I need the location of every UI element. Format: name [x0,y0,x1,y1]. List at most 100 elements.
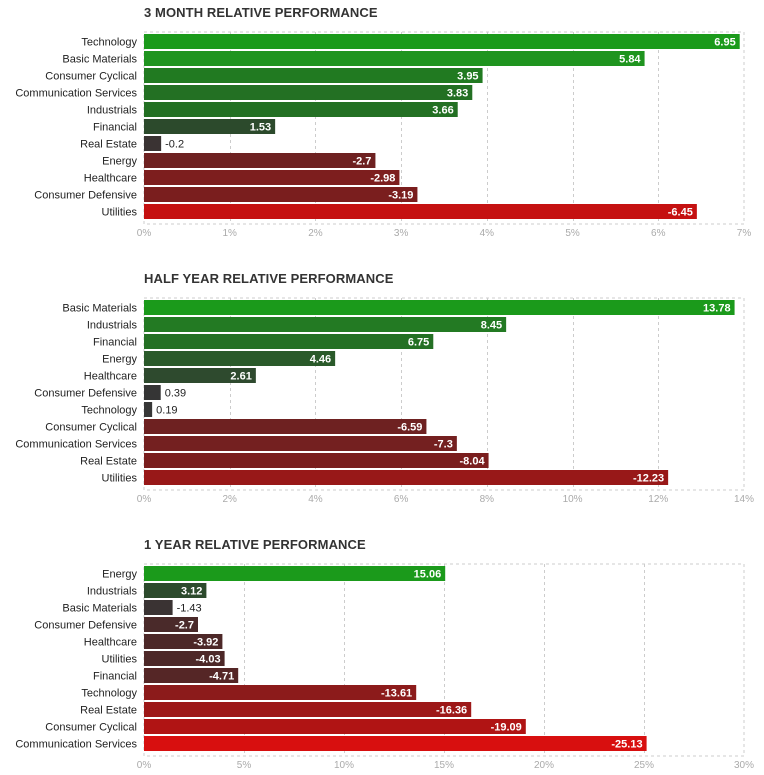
x-tick-label: 10% [334,760,354,771]
category-label: Consumer Defensive [34,620,137,632]
bar [144,402,153,417]
bar [144,68,483,83]
category-label: Healthcare [84,371,137,383]
value-label: 3.66 [432,105,453,117]
bar [144,668,239,683]
value-label: -4.71 [209,671,234,683]
x-tick-label: 0% [137,494,152,505]
bar [144,300,735,315]
chart-title: HALF YEAR RELATIVE PERFORMANCE [144,271,394,286]
bar [144,204,697,219]
value-label: 6.95 [714,37,735,49]
bar [144,600,173,615]
bar-chart-1-year: 0% 5% 10% 15% 20% 25% 30% Energy 15.06 Industrial… [15,563,754,771]
x-tick-label: 20% [534,760,554,771]
category-label: Basic Materials [62,54,137,66]
x-tick-label: 25% [634,760,654,771]
value-label: -3.19 [388,190,413,202]
bar [144,85,473,100]
bar [144,317,507,332]
x-tick-label: 14% [734,494,754,505]
bar-chart-3-month: 0% 1% 2% 3% 4% 5% 6% 7% Technology 6.95 Basic Mate… [15,31,751,239]
category-label: Financial [93,122,137,134]
category-label: Healthcare [84,173,137,185]
value-label: -0.2 [165,139,184,151]
bar [144,51,645,66]
x-tick-label: 0% [137,760,152,771]
bar [144,583,207,598]
x-tick-label: 4% [308,494,323,505]
bar [144,368,256,383]
value-label: 3.12 [181,586,202,598]
value-label: -2.7 [352,156,371,168]
category-label: Communication Services [15,439,137,451]
category-label: Financial [93,337,137,349]
value-label: -25.13 [611,739,642,751]
value-label: -19.09 [491,722,522,734]
x-tick-label: 30% [734,760,754,771]
value-label: -2.7 [175,620,194,632]
x-tick-label: 0% [137,228,152,239]
value-label: -4.03 [196,654,221,666]
bar [144,634,223,649]
bar [144,617,198,632]
category-label: Basic Materials [62,303,137,315]
value-label: -6.59 [397,422,422,434]
value-label: 0.39 [165,388,186,400]
bar [144,702,472,717]
chart-3-month: 3 MONTH RELATIVE PERFORMANCE 0% 1% 2% 3% 4% 5… [0,0,764,240]
category-label: Industrials [87,320,138,332]
x-tick-label: 2% [222,494,237,505]
value-label: 3.95 [457,71,478,83]
value-label: 3.83 [447,88,468,100]
x-tick-label: 3% [394,228,409,239]
category-label: Energy [102,354,137,366]
chart-title: 3 MONTH RELATIVE PERFORMANCE [144,5,378,20]
category-label: Real Estate [80,456,137,468]
x-tick-label: 6% [651,228,666,239]
bar [144,566,446,581]
value-label: -2.98 [370,173,395,185]
category-label: Technology [81,37,137,49]
category-label: Real Estate [80,705,137,717]
x-tick-label: 1% [222,228,237,239]
category-label: Financial [93,671,137,683]
x-tick-label: 2% [308,228,323,239]
category-label: Consumer Defensive [34,388,137,400]
category-label: Communication Services [15,739,137,751]
value-label: -8.04 [459,456,485,468]
bar [144,119,276,134]
category-label: Utilities [102,207,138,219]
category-label: Utilities [102,473,138,485]
bar [144,736,647,751]
bar [144,685,417,700]
bar [144,651,225,666]
value-label: 15.06 [414,569,442,581]
category-label: Energy [102,569,137,581]
category-label: Consumer Cyclical [45,71,137,83]
value-label: -13.61 [381,688,412,700]
x-tick-label: 15% [434,760,454,771]
bar [144,153,376,168]
category-label: Industrials [87,586,138,598]
chart-title: 1 YEAR RELATIVE PERFORMANCE [144,537,366,552]
bar [144,719,526,734]
bar [144,102,458,117]
x-tick-label: 8% [480,494,495,505]
value-label: 6.75 [408,337,429,349]
bar [144,419,427,434]
category-label: Consumer Cyclical [45,722,137,734]
chart-half-year: HALF YEAR RELATIVE PERFORMANCE 0% 2% 4% 6% 8… [0,266,764,506]
value-label: 13.78 [703,303,731,315]
value-label: 0.19 [156,405,177,417]
value-label: 8.45 [481,320,502,332]
x-tick-label: 4% [480,228,495,239]
bar [144,385,161,400]
category-label: Consumer Defensive [34,190,137,202]
category-label: Technology [81,688,137,700]
bar [144,351,336,366]
bar [144,136,162,151]
category-label: Energy [102,156,137,168]
value-label: -1.43 [177,603,202,615]
value-label: 5.84 [619,54,641,66]
